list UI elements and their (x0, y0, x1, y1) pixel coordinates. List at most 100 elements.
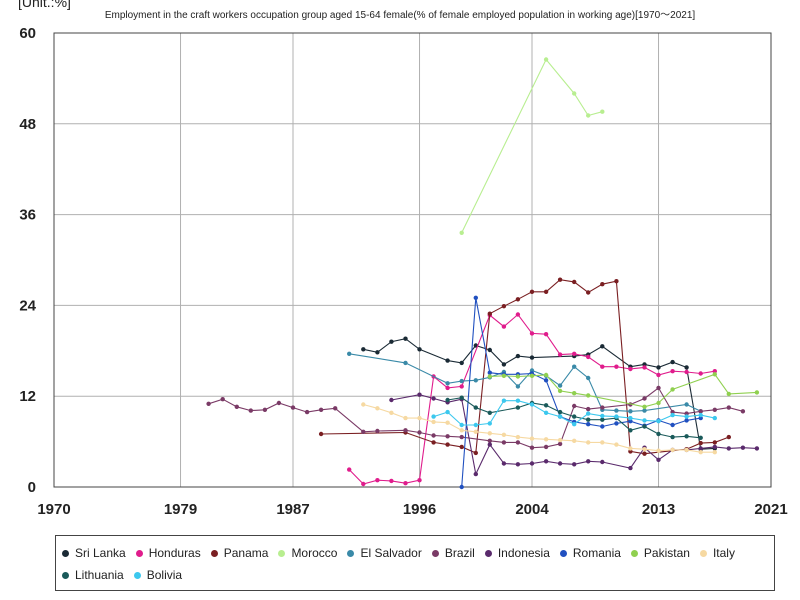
data-point (614, 364, 619, 369)
data-point (614, 442, 619, 447)
data-point (473, 295, 478, 300)
data-point (501, 440, 507, 445)
data-point (712, 415, 717, 421)
data-point (487, 421, 492, 426)
data-point (445, 409, 450, 415)
data-point (445, 381, 450, 386)
data-point (431, 433, 436, 438)
data-point (487, 438, 492, 443)
data-point (684, 369, 689, 375)
data-point (557, 437, 563, 443)
data-point (754, 446, 760, 451)
data-point (557, 277, 563, 282)
data-point (586, 375, 591, 381)
x-tick-label: 1996 (403, 501, 436, 518)
data-point (670, 422, 675, 428)
legend-label: Honduras (148, 546, 201, 560)
data-point (501, 324, 507, 329)
data-point (614, 279, 619, 284)
x-tick-label: 2004 (515, 501, 549, 518)
data-point (234, 404, 239, 409)
data-point (670, 359, 675, 365)
data-point (543, 403, 549, 408)
data-point (487, 442, 492, 447)
data-point (557, 383, 563, 388)
axes (53, 32, 772, 488)
data-point (487, 347, 492, 353)
data-point (529, 402, 535, 407)
legend-marker (135, 549, 143, 557)
data-point (515, 312, 521, 317)
data-point (684, 414, 689, 419)
data-point (586, 440, 591, 445)
data-point (712, 444, 717, 450)
data-point (501, 362, 507, 367)
data-point (628, 446, 633, 451)
data-point (487, 370, 492, 375)
data-point (501, 461, 507, 466)
data-point (347, 467, 352, 472)
data-point (403, 428, 408, 433)
data-point (740, 445, 746, 450)
data-point (543, 437, 549, 442)
data-point (431, 396, 436, 401)
legend-label: Lithuania (75, 568, 124, 582)
series-layer (206, 57, 760, 490)
legend-item: Lithuania (62, 564, 124, 586)
data-point (473, 471, 478, 477)
legend-item: Romania (559, 542, 621, 564)
data-point (600, 109, 605, 114)
legend-item: El Salvador (347, 542, 422, 564)
data-point (459, 484, 464, 490)
data-point (698, 409, 703, 414)
data-point (206, 401, 211, 406)
y-tick-label: 36 (19, 207, 36, 224)
data-point (572, 391, 577, 396)
legend-label: Brazil (444, 546, 475, 560)
data-point (628, 465, 633, 471)
data-point (726, 391, 731, 397)
data-point (670, 387, 675, 392)
data-point (600, 344, 605, 349)
data-point (557, 461, 563, 466)
data-point (572, 462, 577, 467)
data-point (375, 350, 380, 355)
legend-marker (133, 571, 141, 579)
data-point (586, 422, 591, 427)
data-point (698, 450, 703, 455)
data-point (642, 424, 647, 429)
data-point (417, 392, 422, 397)
data-point (487, 410, 492, 415)
data-point (600, 459, 605, 465)
series-lithuania (445, 395, 703, 440)
legend-label: Bolivia (146, 568, 183, 582)
series-line (348, 313, 715, 485)
data-point (600, 405, 605, 410)
data-point (740, 409, 746, 414)
legend-marker (62, 571, 69, 579)
data-point (642, 408, 647, 413)
x-tick-label: 1970 (37, 501, 70, 518)
data-point (543, 459, 549, 464)
legend-item: Brazil (431, 542, 475, 564)
data-point (586, 459, 591, 464)
data-point (333, 406, 338, 411)
data-point (529, 331, 535, 336)
series-line (461, 297, 701, 488)
data-point (628, 428, 633, 433)
data-point (361, 347, 366, 352)
series-sri-lanka (361, 336, 717, 452)
data-point (431, 440, 436, 445)
data-point (375, 428, 380, 434)
data-point (543, 57, 549, 62)
data-point (389, 410, 394, 415)
data-point (698, 435, 703, 440)
data-point (459, 428, 464, 433)
data-point (656, 372, 661, 378)
data-point (684, 402, 689, 407)
data-point (614, 414, 619, 419)
data-point (543, 378, 549, 383)
data-point (445, 434, 450, 439)
data-point (403, 336, 408, 341)
data-point (515, 297, 521, 302)
